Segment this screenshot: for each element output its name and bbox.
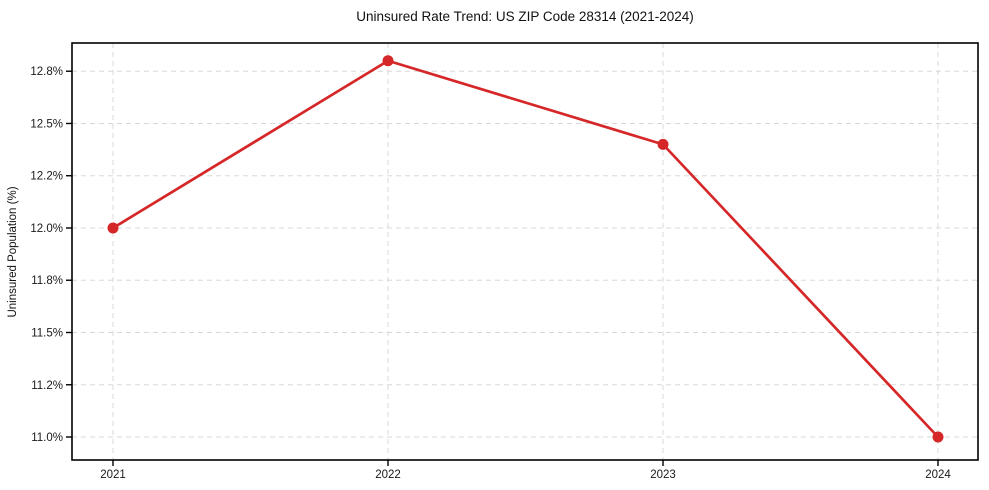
axis-tick-labels: 11.0% 11.2% 11.5% 11.8% 12.0% 12.2% 12.5% 12.8%… [30, 66, 951, 481]
y-tick-label: 11.0% [31, 432, 63, 444]
plot-border [71, 42, 979, 461]
chart-title: Uninsured Rate Trend: US ZIP Code 28314 … [356, 9, 693, 24]
y-tick-label: 12.8% [30, 66, 63, 78]
data-point [657, 138, 669, 150]
y-axis-label: Uninsured Population (%) [7, 186, 19, 317]
x-tick-label: 2024 [925, 469, 951, 481]
y-tick-label: 11.2% [31, 380, 63, 392]
x-tick-label: 2022 [375, 469, 401, 481]
data-series-line [107, 55, 944, 443]
x-tick-label: 2021 [100, 469, 126, 481]
axis-ticks [66, 70, 939, 466]
y-tick-label: 11.8% [31, 275, 63, 287]
y-tick-label: 12.5% [30, 118, 63, 130]
y-tick-label: 12.2% [30, 171, 63, 183]
gridlines [72, 43, 978, 460]
data-point [107, 222, 119, 234]
data-point [932, 431, 944, 443]
trend-line [111, 59, 940, 439]
data-point [382, 55, 394, 67]
y-tick-label: 12.0% [30, 223, 63, 235]
x-tick-label: 2023 [650, 469, 676, 481]
y-tick-label: 11.5% [31, 327, 63, 339]
